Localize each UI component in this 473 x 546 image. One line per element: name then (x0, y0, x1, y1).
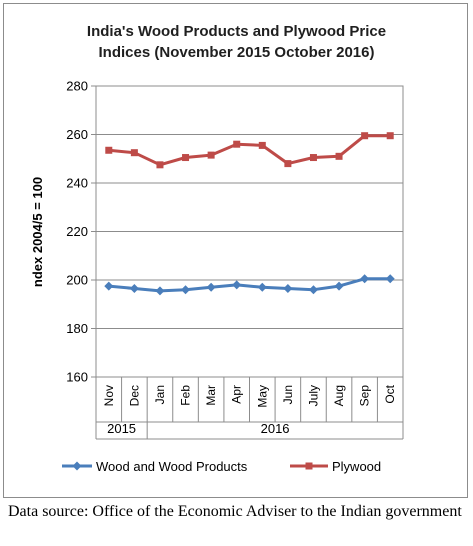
point-plywood (156, 161, 164, 169)
point-plywood (207, 151, 215, 159)
chart-title-line-2: Indices (November 2015 October 2016) (98, 44, 375, 61)
y-tick-label: 260 (66, 127, 88, 142)
point-plywood (335, 152, 343, 160)
legend-marker-plywood (305, 462, 313, 470)
legend: Wood and Wood Products Plywood (62, 459, 381, 474)
x-tick-label: Oct (383, 384, 397, 403)
point-plywood (284, 160, 292, 168)
x-tick-label: Sep (358, 385, 372, 407)
y-tick-label: 280 (66, 79, 88, 94)
series-line-wood-and-wood-products (108, 277, 391, 293)
point-wood-and-wood-products (206, 282, 216, 292)
series-group (104, 132, 395, 296)
x-tick-label: Dec (127, 385, 141, 406)
line-chart: 160 180 200 220 240 260 280 Nov Dec Jan Feb Mar Apr… (30, 79, 404, 474)
x-tick-label: Jan (153, 385, 167, 404)
point-wood-and-wood-products (360, 274, 370, 284)
point-plywood (130, 149, 138, 157)
point-wood-and-wood-products (283, 283, 293, 293)
point-wood-and-wood-products (334, 281, 344, 291)
point-wood-and-wood-products (129, 283, 139, 293)
year-group-label: 2016 (261, 421, 290, 436)
y-tick-label: 180 (66, 321, 88, 336)
y-tick-label: 200 (66, 273, 88, 288)
x-tick-label: July (306, 385, 320, 406)
x-tick-label: Jun (281, 385, 295, 404)
point-wood-and-wood-products (308, 285, 318, 295)
point-wood-and-wood-products (181, 285, 191, 295)
gridlines (96, 134, 403, 329)
x-tick-label: Nov (102, 385, 116, 406)
year-group-label: 2015 (107, 421, 136, 436)
y-tick-label: 160 (66, 370, 88, 385)
x-tick-label: Feb (179, 385, 193, 406)
x-tick-label: Apr (230, 385, 244, 404)
x-tick-label: Aug (332, 385, 346, 406)
y-tick-label: 220 (66, 224, 88, 239)
point-plywood (361, 132, 369, 140)
point-wood-and-wood-products (155, 286, 165, 296)
point-plywood (258, 141, 266, 149)
y-tick-label: 240 (66, 176, 88, 191)
y-axis-label: ndex 2004/5 = 100 (30, 177, 45, 287)
y-axis-ticks: 160 180 200 220 240 260 280 (66, 79, 96, 385)
series-line-plywood (108, 134, 391, 167)
point-plywood (309, 154, 317, 162)
legend-label-wood-and-wood-products: Wood and Wood Products (96, 459, 248, 474)
point-plywood (105, 146, 113, 154)
chart-title-line-1: India's Wood Products and Plywood Price (86, 23, 387, 40)
point-plywood (233, 140, 241, 148)
point-plywood (182, 154, 190, 162)
data-source-note: Data source: Office of the Economic Advi… (8, 503, 462, 520)
legend-label-plywood: Plywood (332, 459, 381, 474)
x-tick-label: May (255, 385, 269, 408)
point-wood-and-wood-products (385, 274, 395, 284)
x-tick-label: Mar (204, 385, 218, 406)
point-wood-and-wood-products (232, 280, 242, 290)
legend-marker-wood-and-wood-products (72, 461, 82, 471)
point-wood-and-wood-products (257, 282, 267, 292)
point-wood-and-wood-products (104, 281, 114, 291)
x-axis: Nov Dec Jan Feb Mar Apr May Jun July Aug Sep Oct 201… (95, 377, 404, 440)
point-plywood (386, 132, 394, 140)
chart-title: India's Wood Products and Plywood Price … (4, 21, 469, 63)
